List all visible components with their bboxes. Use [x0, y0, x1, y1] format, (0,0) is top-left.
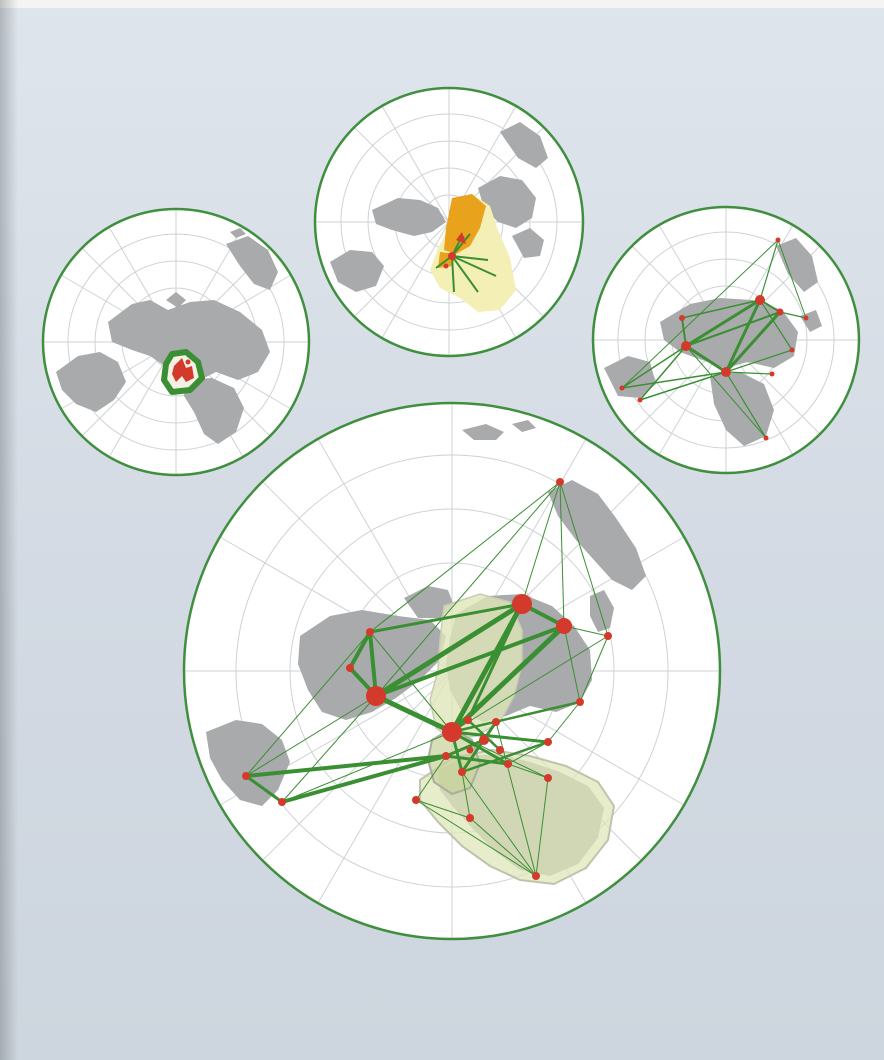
globe-small-left	[41, 207, 311, 477]
intercontinental-nodes	[619, 237, 809, 441]
network-nodes	[242, 478, 612, 880]
major-links	[244, 601, 582, 804]
page-top-edge	[0, 0, 884, 8]
globe-small-top	[313, 86, 585, 358]
globe-border	[41, 207, 311, 477]
globe-large-bottom	[182, 401, 722, 941]
globe-border	[313, 86, 585, 358]
globe-border	[591, 205, 861, 475]
page-binding-shadow	[0, 0, 18, 1060]
landmass	[56, 228, 278, 444]
globe-border	[182, 401, 722, 941]
minor-links	[245, 481, 609, 877]
arabia-nodes	[443, 232, 466, 269]
region-orange	[444, 194, 486, 254]
globe-small-right	[591, 205, 861, 475]
intercontinental-links	[621, 239, 807, 439]
europe-network	[161, 349, 205, 395]
